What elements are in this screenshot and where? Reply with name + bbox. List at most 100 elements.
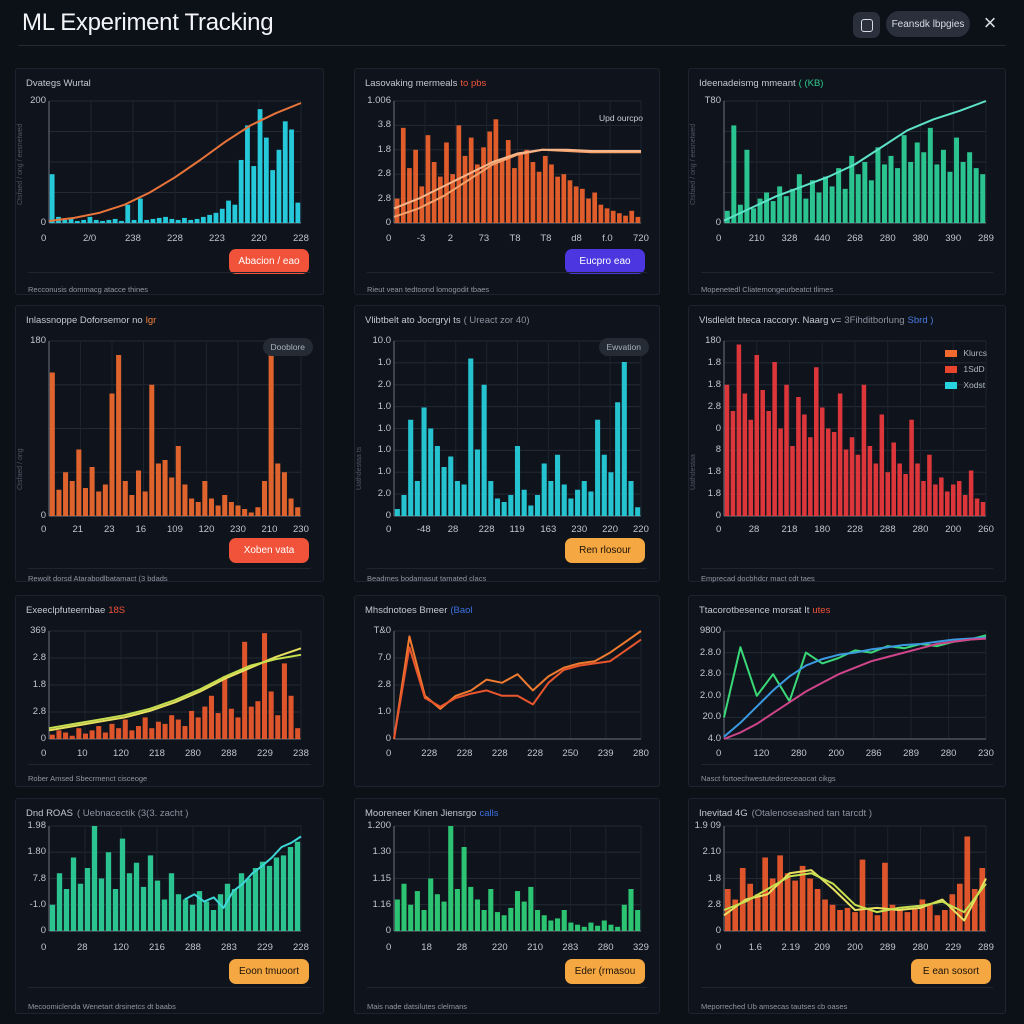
bar	[617, 213, 622, 223]
bar	[494, 912, 501, 931]
bar	[724, 889, 731, 931]
y-tick-label: 1.8	[707, 378, 721, 390]
chart-badge[interactable]: Dooblore	[262, 338, 313, 356]
x-tick-label: T8	[509, 233, 521, 244]
header-action-button[interactable]: Feansdk lbpgies	[886, 11, 970, 37]
y-axis-label: Uathdestaa ts	[356, 446, 363, 490]
y-tick-label: 1.98	[27, 820, 47, 831]
tag-icon	[860, 18, 873, 32]
bar	[408, 904, 414, 931]
bar	[255, 507, 261, 516]
bar	[964, 836, 971, 931]
x-tick-label: 380	[912, 233, 929, 244]
bar	[588, 922, 594, 931]
chart-title-suffix: to pbs	[460, 78, 487, 89]
series-line	[723, 872, 987, 914]
x-tick-label: 280	[633, 748, 649, 759]
chart-action-button[interactable]: Abacion / eao	[229, 249, 309, 274]
bar	[281, 472, 287, 516]
bar	[105, 852, 112, 931]
y-tick-label: -1.0	[29, 898, 46, 910]
chart-action-button[interactable]: E ean sosort	[911, 959, 991, 984]
bar	[419, 186, 425, 223]
bar	[456, 125, 462, 223]
y-tick-label: 1.16	[372, 898, 392, 910]
plot-area	[48, 825, 302, 932]
y-tick-label: 180	[705, 335, 721, 346]
bar	[586, 198, 591, 223]
x-tick-label: 440	[814, 233, 831, 244]
x-tick-label: 228	[167, 233, 183, 244]
chart-panel: Mhsdnotoes Bmeer (Baol T&0 7.0 2.8 1.0 0 0 228 22…	[354, 595, 660, 787]
y-tick-label: 1.15	[372, 872, 392, 884]
bar	[575, 489, 581, 516]
bar	[208, 695, 214, 739]
bar	[623, 215, 628, 223]
chart-action-button[interactable]: Eder (rmasou	[565, 959, 645, 984]
bar	[202, 481, 208, 516]
y-tick-label: T&0	[373, 625, 391, 636]
bar	[116, 728, 122, 739]
y-tick-label: 0	[385, 217, 391, 228]
bar	[521, 489, 527, 516]
bar	[81, 219, 87, 223]
bar	[914, 142, 920, 223]
x-tick-label: 280	[185, 748, 201, 759]
bar	[777, 186, 783, 223]
y-tick-label: 2.8	[377, 192, 391, 204]
bar	[188, 219, 194, 223]
chart-panel: Dnd ROAS ( Uebnacectik (3(3. zacht ) 1.98 1…	[15, 798, 324, 1014]
chart-title: Vlsdleldt bteca raccoryr. Naarg v= 3Fihdi…	[699, 315, 933, 326]
y-tick-label: 7.8	[32, 872, 46, 884]
chart-title-suffix: 18S	[108, 605, 126, 616]
bar	[499, 159, 505, 223]
bar	[468, 886, 474, 931]
bar	[242, 641, 248, 739]
bar	[748, 419, 754, 516]
bar	[508, 495, 514, 516]
bar	[867, 910, 873, 931]
bar	[474, 899, 480, 931]
bar	[579, 188, 585, 223]
x-tick-label: 260	[978, 524, 994, 535]
x-tick-label: 120	[198, 524, 215, 535]
chart-action-button[interactable]: Eucpro eao	[565, 249, 645, 274]
y-tick-label: 1.8	[707, 356, 721, 368]
bar	[262, 633, 268, 739]
chart-action-button[interactable]: Eoon tmuoort	[229, 959, 309, 984]
bar	[263, 137, 269, 223]
bar	[444, 142, 449, 223]
bar	[867, 446, 873, 516]
bar	[849, 437, 855, 516]
series-line	[723, 636, 987, 738]
bar	[635, 216, 641, 223]
bar	[979, 868, 986, 931]
bar	[431, 162, 437, 223]
close-icon[interactable]: ×	[983, 10, 997, 35]
chart-badge[interactable]: Ewvation	[598, 338, 649, 356]
bar	[947, 171, 953, 223]
bar	[129, 495, 135, 516]
bar	[175, 219, 181, 223]
bar	[783, 196, 789, 223]
x-tick-label: 238	[293, 748, 309, 759]
series-line	[723, 634, 987, 718]
chart-action-button[interactable]: Ren rlosour	[565, 538, 645, 563]
tag-icon-button[interactable]	[853, 12, 880, 38]
chart-title: Inlassnoppe Doforsemor no lgr	[26, 315, 156, 326]
bar	[122, 719, 128, 739]
bar	[56, 873, 63, 931]
x-tick-label: 286	[865, 748, 882, 759]
y-tick-label: 4.0	[707, 733, 721, 744]
bar	[109, 393, 115, 516]
x-tick-label: 216	[149, 942, 165, 953]
bar	[561, 484, 567, 516]
bar	[934, 164, 940, 223]
bar	[956, 883, 963, 931]
bar	[921, 152, 927, 223]
x-tick-label: 289	[978, 942, 994, 953]
bar	[217, 894, 224, 931]
chart-action-button[interactable]: Xoben vata	[229, 538, 309, 563]
bar	[63, 889, 70, 931]
legend-item: Xodst	[945, 377, 987, 393]
